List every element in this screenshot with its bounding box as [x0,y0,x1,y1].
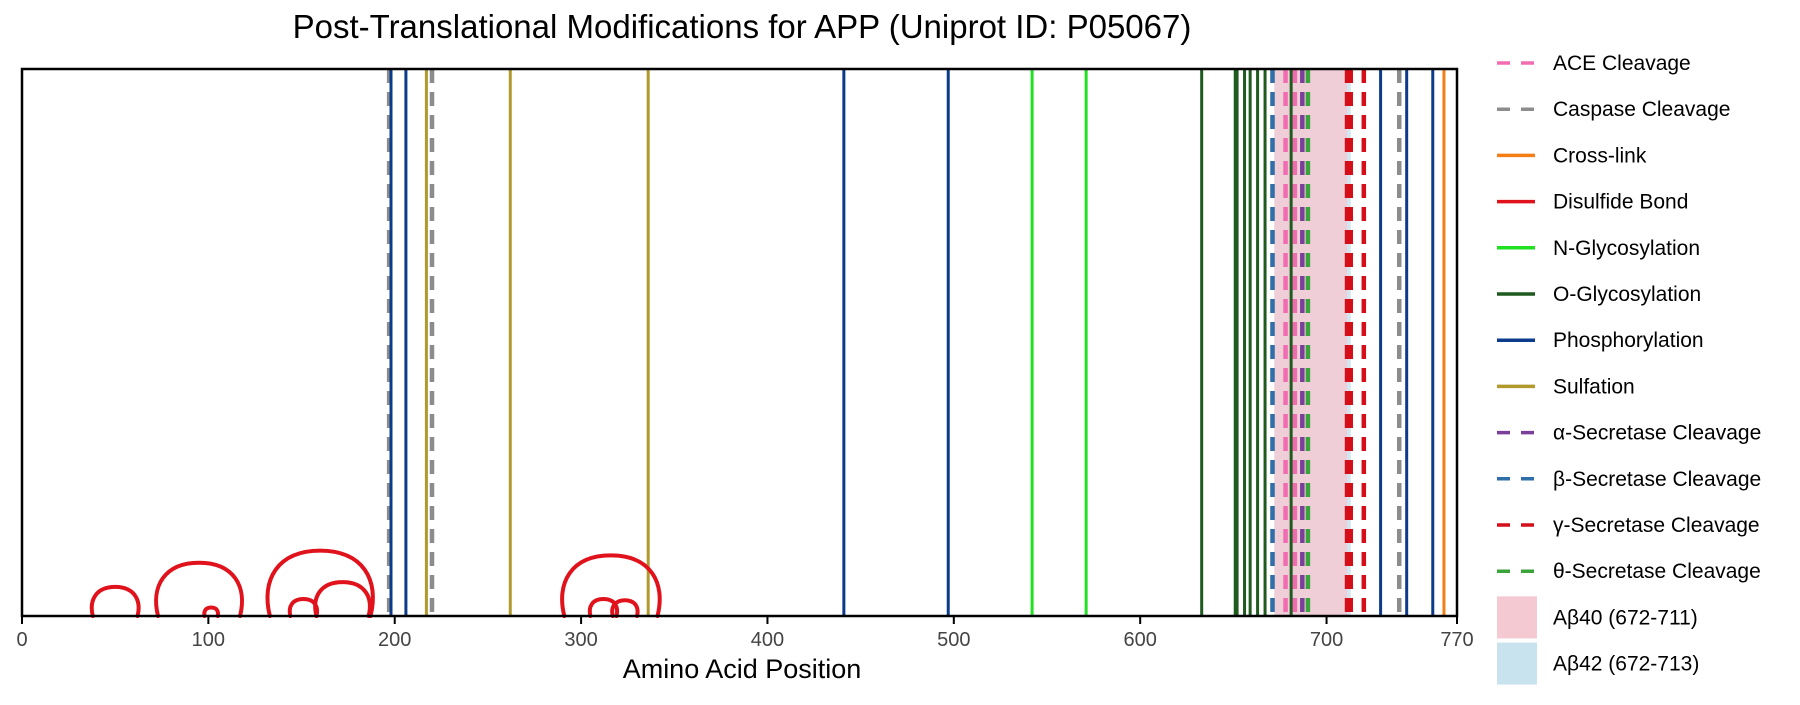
x-tick-label: 770 [1440,629,1473,651]
legend-label-ace-cleavage: ACE Cleavage [1553,52,1691,75]
disulfide-bond-arc [202,605,220,618]
legend-swatch-abeta40-672-711 [1497,596,1537,639]
x-tick-label: 400 [751,629,784,651]
ptm-lines-layer [386,69,1446,616]
x-tick-label: 700 [1310,629,1343,651]
disulfide-bond-arc [313,580,372,618]
region-abeta40-672-711 [1274,69,1348,616]
disulfide-bond-arc [265,548,375,618]
legend-label-abeta40-672-711: Aβ40 (672-711) [1553,606,1698,629]
disulfide-bonds-layer [89,548,662,618]
x-tick-label: 200 [378,629,411,651]
legend-label-gamma-secretase-cleavage: γ-Secretase Cleavage [1553,514,1760,537]
legend-label-caspase-cleavage: Caspase Cleavage [1553,98,1730,121]
legend: ACE Cleavage Caspase Cleavage Cross-link Di… [1497,52,1761,685]
x-tick-label: 0 [16,629,27,651]
x-tick-label: 600 [1123,629,1156,651]
disulfide-bond-arc [560,553,662,618]
legend-label-alpha-secretase-cleavage: α-Secretase Cleavage [1553,422,1761,445]
legend-label-o-glycosylation: O-Glycosylation [1553,283,1701,306]
legend-label-disulfide-bond: Disulfide Bond [1553,191,1688,214]
x-axis: 0 100 200 300 400 500 600 700 770 [16,616,1474,651]
legend-label-beta-secretase-cleavage: β-Secretase Cleavage [1553,468,1761,491]
regions-layer [1274,69,1351,616]
chart-title: Post-Translational Modifications for APP… [293,8,1192,45]
disulfide-bond-arc [587,597,620,618]
x-tick-label: 300 [564,629,597,651]
plot-frame [20,67,1459,618]
disulfide-bond-arc [154,560,244,618]
x-axis-label: Amino Acid Position [623,654,862,684]
legend-label-abeta42-672-713: Aβ42 (672-713) [1553,653,1699,676]
x-tick-label: 100 [192,629,225,651]
legend-swatch-abeta42-672-713 [1497,642,1537,685]
legend-label-n-glycosylation: N-Glycosylation [1553,237,1700,260]
disulfide-bond-arc [287,597,320,618]
disulfide-bond-arc [89,584,141,618]
x-tick-label: 500 [937,629,970,651]
legend-label-cross-link: Cross-link [1553,144,1647,167]
legend-label-sulfation: Sulfation [1553,375,1635,398]
legend-label-theta-secretase-cleavage: θ-Secretase Cleavage [1553,560,1761,583]
disulfide-bond-arc [610,598,640,618]
legend-label-phosphorylation: Phosphorylation [1553,329,1704,352]
